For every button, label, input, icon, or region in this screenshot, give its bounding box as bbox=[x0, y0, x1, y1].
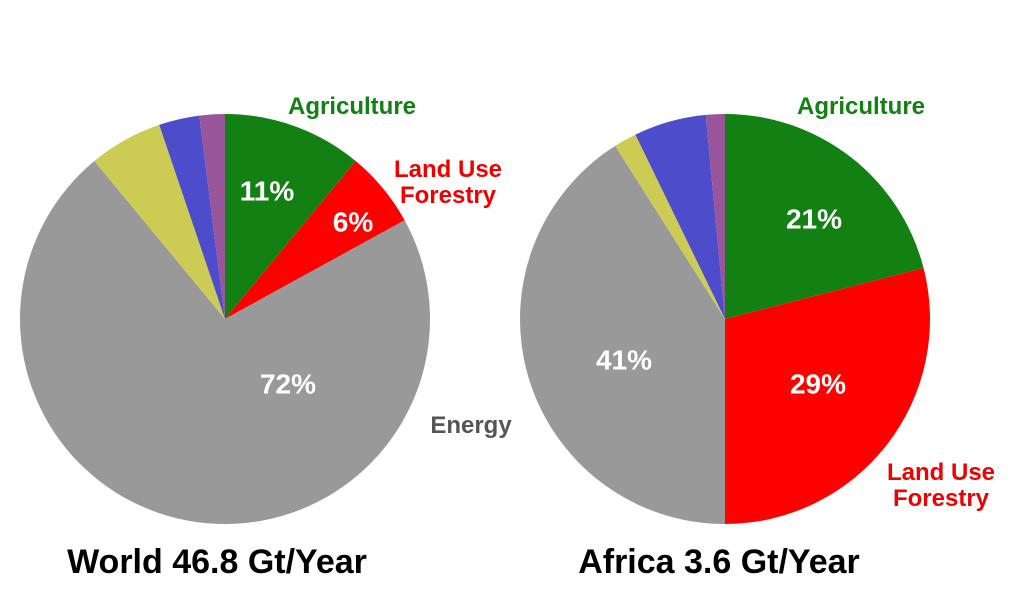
pie-slice bbox=[94, 124, 225, 319]
pie-slice bbox=[705, 114, 725, 319]
slice-category-label: Agriculture bbox=[288, 93, 416, 120]
slice-category-label: Land Use Forestry bbox=[394, 156, 502, 209]
slice-category-label: Land Use Forestry bbox=[887, 459, 995, 512]
pie-slice bbox=[615, 134, 725, 319]
pie-slice bbox=[725, 114, 924, 319]
chart-title: World 46.8 Gt/Year bbox=[67, 543, 367, 581]
pie-slice bbox=[225, 114, 356, 319]
chart-title: Africa 3.6 Gt/Year bbox=[578, 543, 860, 581]
pie-chart-2: 21% 29% 41% Agriculture Land Use Forestry Afri… bbox=[520, 93, 995, 581]
slice-category-label: Agriculture bbox=[797, 93, 925, 120]
slice-data-label: 11% bbox=[240, 175, 295, 206]
slice-data-label: 6% bbox=[333, 206, 374, 237]
slice-data-label: 41% bbox=[596, 344, 652, 375]
pie-slice bbox=[199, 114, 225, 319]
slice-data-label: 72% bbox=[260, 368, 316, 399]
pie-slice bbox=[725, 268, 931, 524]
pie-slice bbox=[19, 161, 430, 524]
pie-slice bbox=[635, 114, 725, 319]
slice-category-label: Energy bbox=[430, 412, 512, 439]
pie-slice bbox=[159, 115, 225, 320]
pie-chart-1: 11% 6% 72% Agriculture Land Use Forestry Energ… bbox=[19, 93, 512, 581]
pie-slice bbox=[225, 161, 405, 319]
pie-slice bbox=[520, 145, 725, 524]
slice-data-label: 29% bbox=[790, 368, 846, 399]
slice-data-label: 21% bbox=[786, 203, 842, 234]
